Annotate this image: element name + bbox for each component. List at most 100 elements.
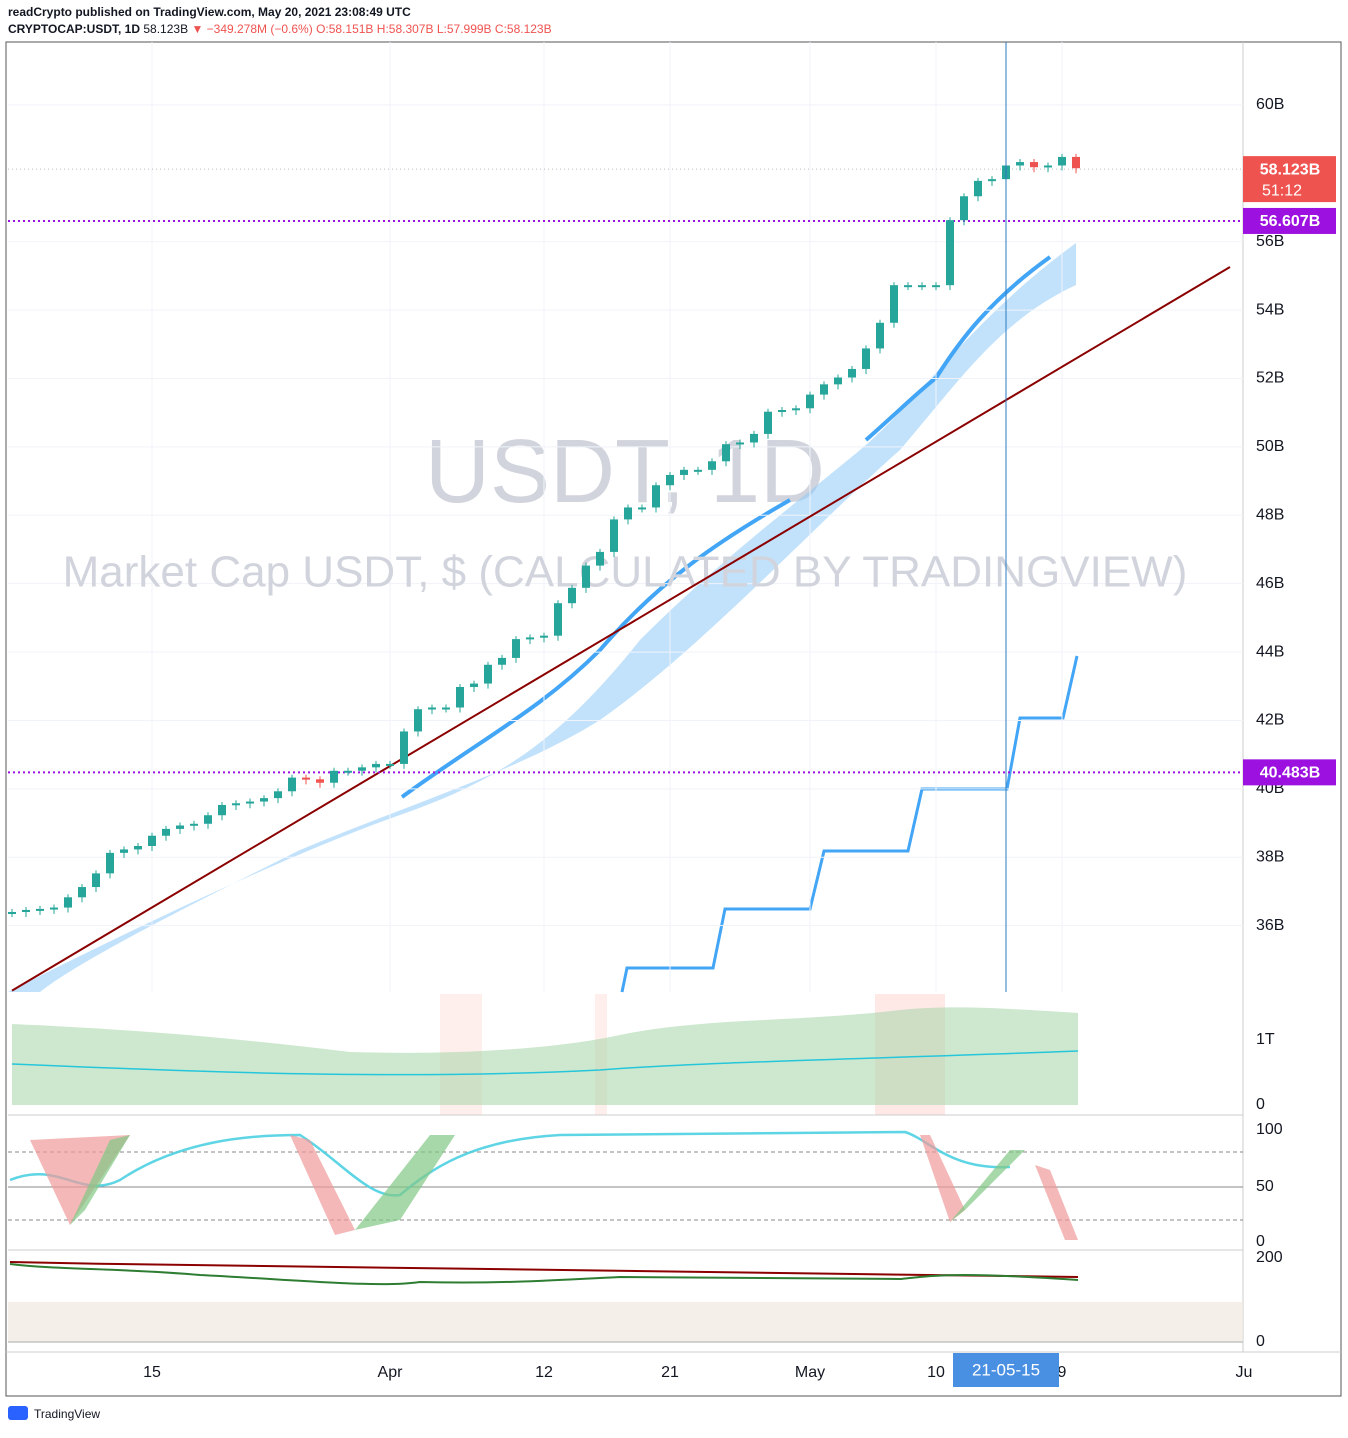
candle bbox=[932, 285, 940, 288]
candle bbox=[834, 377, 842, 385]
volume-ma bbox=[11, 1050, 1079, 1076]
candle bbox=[106, 852, 114, 874]
candle bbox=[666, 474, 674, 486]
last: 58.123B bbox=[143, 22, 188, 36]
candle bbox=[554, 603, 562, 636]
candle bbox=[680, 469, 688, 475]
candle bbox=[652, 485, 660, 508]
candle bbox=[344, 770, 352, 773]
candle bbox=[218, 804, 226, 816]
price-label-box bbox=[1243, 156, 1336, 203]
y-tick-label: 50B bbox=[1256, 438, 1284, 455]
candle bbox=[176, 825, 184, 829]
candle bbox=[820, 384, 828, 395]
rsi-tick: 0 bbox=[1256, 1333, 1265, 1350]
price-label-sub: 51:12 bbox=[1262, 182, 1302, 199]
candle bbox=[1072, 156, 1080, 169]
y-tick-label: 54B bbox=[1256, 301, 1284, 318]
candle bbox=[708, 461, 716, 470]
candle bbox=[582, 565, 590, 588]
change: ▼ −349.278M (−0.6%) bbox=[191, 22, 312, 36]
candle bbox=[64, 897, 72, 908]
candle bbox=[148, 835, 156, 847]
candle bbox=[1030, 162, 1038, 168]
candle bbox=[778, 409, 786, 412]
candle bbox=[316, 779, 324, 783]
volume-tick: 0 bbox=[1256, 1096, 1265, 1113]
candle bbox=[400, 731, 408, 764]
x-tick-label: May bbox=[795, 1364, 825, 1381]
candle bbox=[232, 803, 240, 806]
candle bbox=[1016, 162, 1024, 166]
rsi-signal bbox=[9, 1261, 1079, 1278]
candle bbox=[442, 707, 450, 710]
rsi-band bbox=[8, 1302, 1243, 1342]
rsi-line bbox=[9, 1263, 1079, 1286]
candle bbox=[568, 587, 576, 604]
y-tick-label: 48B bbox=[1256, 507, 1284, 524]
open: O:58.151B bbox=[316, 22, 373, 36]
candle bbox=[92, 873, 100, 888]
close: C:58.123B bbox=[495, 22, 552, 36]
candle bbox=[876, 322, 884, 349]
candle bbox=[736, 442, 744, 445]
stoch-k bbox=[9, 1130, 1011, 1197]
candle bbox=[386, 763, 394, 766]
y-tick-label: 60B bbox=[1256, 96, 1284, 113]
candle bbox=[596, 551, 604, 566]
watermark-title: USDT, 1D bbox=[425, 422, 825, 522]
volume-tick: 1T bbox=[1256, 1031, 1275, 1048]
price-label-box bbox=[1243, 759, 1336, 786]
step-line bbox=[620, 655, 1079, 993]
candle bbox=[456, 686, 464, 708]
price-label-box bbox=[1243, 207, 1336, 234]
frame bbox=[5, 41, 1342, 1397]
candle bbox=[274, 791, 282, 799]
candle bbox=[806, 394, 814, 409]
tv-logo bbox=[8, 1406, 28, 1420]
candle bbox=[8, 912, 16, 915]
candle bbox=[36, 908, 44, 911]
candle bbox=[498, 657, 506, 665]
candle bbox=[610, 519, 618, 552]
candle bbox=[638, 507, 646, 510]
candle bbox=[288, 777, 296, 792]
candle bbox=[302, 777, 310, 780]
footer: TradingView bbox=[34, 1407, 100, 1421]
indicators bbox=[8, 42, 1243, 1343]
x-tick-label: 10 bbox=[927, 1364, 945, 1381]
candle bbox=[134, 846, 142, 850]
candle bbox=[78, 887, 86, 898]
low: L:57.999B bbox=[437, 22, 492, 36]
candle bbox=[974, 180, 982, 197]
candle bbox=[722, 444, 730, 462]
trend-line bbox=[11, 266, 1231, 992]
y-tick-label: 42B bbox=[1256, 712, 1284, 729]
price-label: 56.607B bbox=[1260, 213, 1321, 230]
y-tick-label: 38B bbox=[1256, 848, 1284, 865]
cursor-label: 21-05-15 bbox=[972, 1360, 1040, 1379]
symbol-line: CRYPTOCAP:USDT, 1D 58.123B ▼ −349.278M (… bbox=[8, 22, 552, 36]
candle bbox=[890, 285, 898, 323]
candle bbox=[848, 368, 856, 378]
cursor-label-box bbox=[953, 1353, 1059, 1387]
y-tick-label: 52B bbox=[1256, 370, 1284, 387]
rsi-tick: 200 bbox=[1256, 1249, 1283, 1266]
stoch-fill-up bbox=[70, 1135, 1025, 1230]
x-tick-label: Ju bbox=[1236, 1364, 1253, 1381]
candle bbox=[162, 828, 170, 836]
candle bbox=[960, 196, 968, 221]
candle bbox=[792, 408, 800, 411]
candle bbox=[190, 823, 198, 826]
candle bbox=[624, 507, 632, 520]
candle bbox=[862, 348, 870, 369]
candle bbox=[694, 469, 702, 472]
candle bbox=[484, 664, 492, 684]
y-tick-label: 56B bbox=[1256, 233, 1284, 250]
stoch-tick: 100 bbox=[1256, 1121, 1283, 1138]
candle bbox=[512, 639, 520, 658]
x-tick-label: Apr bbox=[378, 1364, 404, 1381]
candle bbox=[120, 849, 128, 853]
candle bbox=[526, 637, 534, 640]
